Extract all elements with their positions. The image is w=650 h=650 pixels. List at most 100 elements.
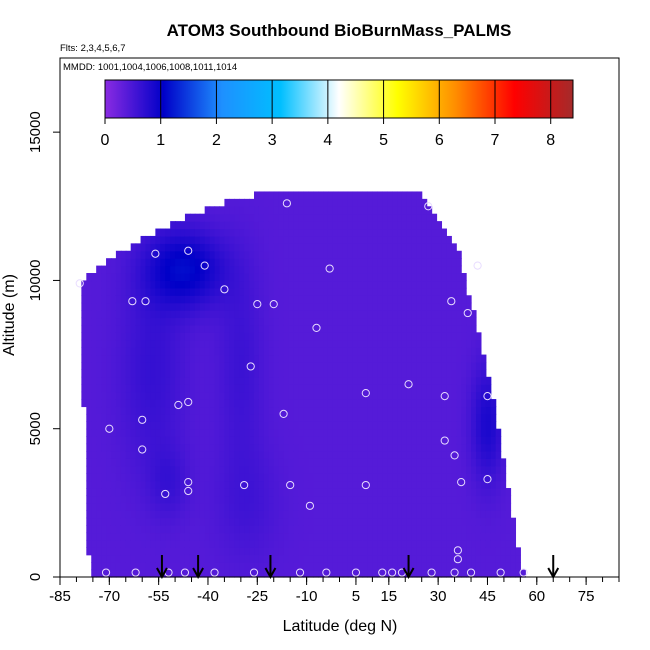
heatmap-cell xyxy=(263,495,270,504)
heatmap-cell xyxy=(160,339,166,348)
heatmap-cell xyxy=(308,243,314,252)
heatmap-cell xyxy=(160,495,166,504)
heatmap-cell xyxy=(337,443,344,452)
heatmap-cell xyxy=(436,465,443,474)
heatmap-cell xyxy=(81,280,87,289)
heatmap-cell xyxy=(249,273,255,282)
heatmap-cell xyxy=(466,510,472,519)
heatmap-cell xyxy=(283,391,290,400)
heatmap-cell xyxy=(125,554,132,563)
heatmap-cell xyxy=(362,510,369,519)
heatmap-cell xyxy=(313,369,319,378)
heatmap-cell xyxy=(377,324,383,333)
heatmap-cell xyxy=(426,406,433,415)
heatmap-cell xyxy=(431,495,438,504)
heatmap-cell xyxy=(377,562,383,571)
heatmap-cell xyxy=(392,495,398,504)
heatmap-cell xyxy=(377,525,383,534)
heatmap-cell xyxy=(140,235,147,244)
observation-point xyxy=(184,486,193,496)
heatmap-cell xyxy=(204,354,211,363)
heatmap-cell xyxy=(347,376,354,385)
heatmap-cell xyxy=(298,243,304,252)
heatmap-cell xyxy=(140,287,147,296)
heatmap-cell xyxy=(466,413,472,422)
heatmap-cell xyxy=(125,458,132,467)
heatmap-cell xyxy=(461,421,467,430)
heatmap-cell xyxy=(199,525,206,534)
heatmap-cell xyxy=(332,502,339,511)
heatmap-cell xyxy=(431,391,438,400)
heatmap-cell xyxy=(416,391,423,400)
heatmap-cell xyxy=(91,310,97,319)
heatmap-cell xyxy=(189,562,196,571)
heatmap-cell xyxy=(160,369,166,378)
heatmap-cell xyxy=(436,473,443,482)
heatmap-cell xyxy=(327,235,334,244)
heatmap-cell xyxy=(362,569,369,578)
heatmap-cell xyxy=(451,317,457,326)
heatmap-cell xyxy=(288,510,295,519)
heatmap-cell xyxy=(140,436,147,445)
heatmap-cell xyxy=(406,243,413,252)
heatmap-cell xyxy=(451,406,457,415)
heatmap-cell xyxy=(362,213,369,222)
heatmap-cell xyxy=(392,384,398,393)
heatmap-cell xyxy=(446,495,452,504)
heatmap-cell xyxy=(244,273,250,282)
heatmap-cell xyxy=(115,428,122,437)
heatmap-cell xyxy=(431,421,438,430)
heatmap-cell xyxy=(367,339,373,348)
heatmap-cell xyxy=(125,361,132,370)
heatmap-cell xyxy=(239,287,245,296)
heatmap-cell xyxy=(382,562,388,571)
heatmap-cell xyxy=(313,347,319,356)
heatmap-cell xyxy=(219,436,226,445)
x-tick-label: -40 xyxy=(197,588,219,605)
heatmap-cell xyxy=(352,443,359,452)
heatmap-cell xyxy=(180,443,186,452)
heatmap-cell xyxy=(155,510,161,519)
heatmap-cell xyxy=(387,324,393,333)
heatmap-cell xyxy=(268,354,275,363)
heatmap-cell xyxy=(155,369,161,378)
heatmap-cell xyxy=(96,280,102,289)
heatmap-cell xyxy=(209,569,216,578)
heatmap-cell xyxy=(288,539,295,548)
heatmap-cell xyxy=(490,399,497,408)
heatmap-cell xyxy=(268,502,275,511)
heatmap-cell xyxy=(362,473,369,482)
heatmap-cell xyxy=(244,250,250,259)
heatmap-cell xyxy=(377,317,383,326)
heatmap-cell xyxy=(244,547,250,556)
heatmap-cell xyxy=(170,399,176,408)
heatmap-cell xyxy=(471,384,477,393)
heatmap-cell xyxy=(278,428,285,437)
heatmap-cell xyxy=(86,421,92,430)
heatmap-cell xyxy=(110,354,117,363)
heatmap-cell xyxy=(485,458,492,467)
heatmap-cell xyxy=(219,258,226,267)
heatmap-cell xyxy=(135,250,142,259)
heatmap-cell xyxy=(485,562,492,571)
heatmap-cell xyxy=(293,295,299,304)
heatmap-cell xyxy=(180,280,186,289)
heatmap-cell xyxy=(180,250,186,259)
heatmap-cell xyxy=(214,436,221,445)
heatmap-cell xyxy=(155,532,161,541)
heatmap-cell xyxy=(155,354,161,363)
heatmap-cell xyxy=(461,443,467,452)
heatmap-cell xyxy=(406,488,413,497)
heatmap-cell xyxy=(189,354,196,363)
heatmap-cell xyxy=(337,428,344,437)
heatmap-cell xyxy=(451,258,457,267)
heatmap-cell xyxy=(367,532,373,541)
heatmap-cell xyxy=(254,347,260,356)
heatmap-cell xyxy=(180,361,186,370)
heatmap-cell xyxy=(323,525,329,534)
heatmap-cell xyxy=(392,517,398,526)
colorbar-tick-label: 0 xyxy=(101,132,110,149)
heatmap-cell xyxy=(441,532,447,541)
heatmap-cell xyxy=(372,554,378,563)
heatmap-cell xyxy=(342,369,349,378)
